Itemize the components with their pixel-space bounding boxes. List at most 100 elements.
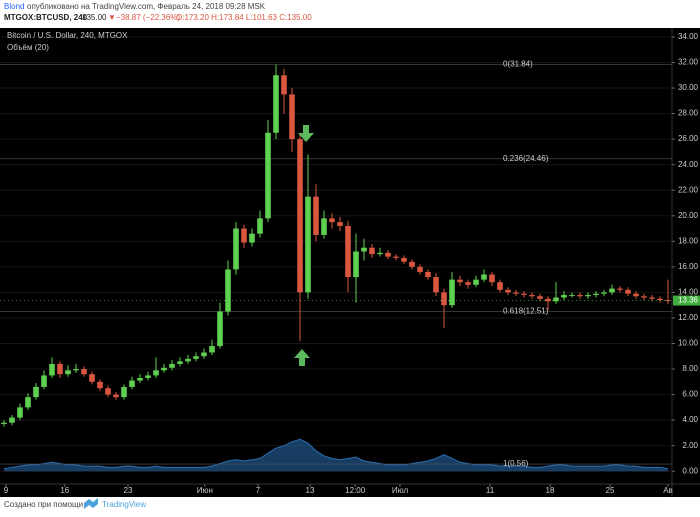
candle-body (321, 218, 327, 235)
down-arrow (298, 125, 314, 142)
candle-body (81, 369, 87, 375)
y-tick-label: 20.00 (678, 211, 699, 220)
x-tick-label: 25 (606, 486, 615, 495)
candle-body (257, 218, 263, 234)
candle-body (145, 375, 151, 378)
candle-body (657, 298, 663, 301)
candle-body (369, 247, 375, 255)
y-tick-label: 22.00 (678, 185, 699, 194)
candle-body (465, 282, 471, 285)
volume-line (3, 438, 669, 470)
candle-body (625, 289, 631, 294)
fib-label: 1(0.56) (503, 459, 529, 468)
candle-body (433, 277, 439, 293)
candle-body (305, 196, 311, 293)
candle-body (1, 422, 7, 424)
candle-body (401, 257, 407, 262)
candle-body (425, 271, 431, 278)
y-tick-label: 16.00 (678, 262, 699, 271)
candle-body (201, 352, 207, 357)
candle-body (281, 75, 287, 95)
candle-body (241, 228, 247, 243)
candle-body (649, 297, 655, 299)
arrow: ▼ (108, 13, 116, 22)
candle-body (273, 75, 279, 133)
candle-body (449, 279, 455, 306)
candle-body (593, 293, 599, 295)
candle-body (481, 274, 487, 280)
candle-body (9, 417, 15, 423)
candle-body (393, 256, 399, 258)
candle-body (161, 367, 167, 371)
candle-body (209, 346, 215, 353)
candle-body (169, 363, 175, 368)
candle-body (177, 361, 183, 364)
x-tick-label: Ав (663, 486, 673, 495)
y-tick-label: 2.00 (682, 441, 698, 450)
x-tick-label: Июл (392, 486, 409, 495)
candle-body (353, 251, 359, 278)
candle-body (73, 369, 79, 371)
author[interactable]: Blond (4, 2, 24, 11)
x-tick-label: 23 (124, 486, 133, 495)
candle-body (345, 225, 351, 278)
candle-body (105, 388, 111, 395)
candle-body (505, 289, 511, 293)
candle-body (441, 292, 447, 306)
x-tick-label: 13 (306, 486, 315, 495)
candle-body (49, 363, 55, 376)
volume-area (4, 439, 668, 472)
y-tick-label: 28.00 (678, 109, 699, 118)
candle-body (137, 377, 143, 381)
candle-body (113, 394, 119, 398)
candle-body (553, 297, 559, 302)
y-tick-label: 18.00 (678, 236, 699, 245)
candle-body (329, 218, 335, 223)
candle-body (545, 298, 551, 302)
change: −38.87 (−22.36%) (116, 13, 180, 22)
x-tick-label: 16 (60, 486, 69, 495)
candle-body (529, 294, 535, 297)
y-tick-label: 34.00 (678, 32, 699, 41)
y-tick-label: 26.00 (678, 134, 699, 143)
candle-body (569, 294, 575, 296)
candle-body (297, 139, 303, 293)
x-tick-label: Июн (197, 486, 213, 495)
candle-body (473, 279, 479, 285)
candle-body (601, 292, 607, 294)
last-price-label: 13.36 (678, 296, 699, 305)
fib-label: 0.236(24.46) (503, 154, 549, 163)
candle-body (385, 252, 391, 257)
candle-body (153, 370, 159, 376)
candle-body (89, 374, 95, 382)
candle-body (41, 375, 47, 387)
candle-body (361, 247, 367, 252)
candle-body (25, 397, 31, 408)
footer-text: Создано при помощи (4, 500, 83, 509)
up-arrow (294, 349, 310, 366)
x-tick-label: 7 (256, 486, 261, 495)
y-tick-label: 8.00 (682, 364, 698, 373)
candle-body (417, 266, 423, 272)
candle-body (97, 381, 103, 389)
candle-body (57, 363, 63, 375)
candle-body (641, 296, 647, 298)
chart-title: Bitcoin / U.S. Dollar, 240, MTGOX (7, 31, 128, 40)
candle-body (33, 386, 39, 398)
candle-body (121, 386, 127, 398)
y-tick-label: 30.00 (678, 83, 699, 92)
x-tick-label: 12:00 (345, 486, 366, 495)
y-tick-label: 10.00 (678, 339, 699, 348)
symbol: MTGOX:BTCUSD, 240 (4, 13, 88, 22)
y-tick-label: 4.00 (682, 415, 698, 424)
candle-body (185, 358, 191, 362)
candle-body (225, 269, 231, 312)
y-tick-label: 14.00 (678, 288, 699, 297)
fib-label: 0.618(12.51) (503, 307, 549, 316)
x-tick-label: 18 (546, 486, 555, 495)
candle-body (521, 293, 527, 295)
candle-body (489, 274, 495, 283)
candle-body (609, 288, 615, 293)
ohlc: O:173.20 H:173.84 L:101.63 C:135.00 (176, 13, 312, 22)
footer-brand[interactable]: TradingView (102, 500, 146, 509)
